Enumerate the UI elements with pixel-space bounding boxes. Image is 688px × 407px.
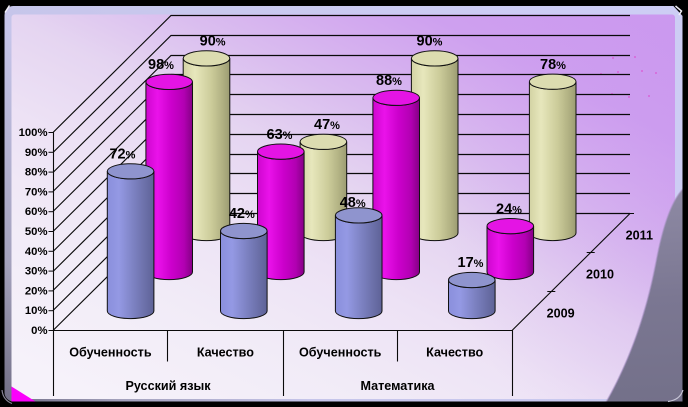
svg-text:Качество: Качество — [426, 346, 483, 360]
svg-text:Обученность: Обученность — [299, 346, 382, 360]
svg-text:60%: 60% — [25, 206, 48, 218]
svg-text:20%: 20% — [25, 285, 48, 297]
svg-text:0%: 0% — [31, 325, 47, 337]
svg-text:70%: 70% — [25, 186, 48, 198]
svg-text:Русский язык: Русский язык — [125, 379, 211, 393]
svg-text:98%: 98% — [148, 57, 174, 73]
svg-text:2011: 2011 — [626, 229, 653, 243]
svg-text:72%: 72% — [109, 147, 135, 163]
svg-text:2010: 2010 — [586, 268, 614, 282]
svg-text:80%: 80% — [25, 167, 48, 179]
svg-text:47%: 47% — [314, 117, 340, 133]
svg-text:42%: 42% — [229, 206, 255, 222]
svg-text:10%: 10% — [25, 305, 48, 317]
svg-text:24%: 24% — [496, 201, 522, 217]
svg-text:40%: 40% — [25, 246, 48, 258]
svg-text:50%: 50% — [25, 226, 48, 238]
svg-text:Обученность: Обученность — [69, 346, 152, 360]
svg-text:90%: 90% — [417, 34, 443, 50]
svg-text:90%: 90% — [200, 34, 226, 50]
svg-text:2009: 2009 — [547, 307, 575, 321]
svg-text:48%: 48% — [340, 195, 366, 211]
svg-text:90%: 90% — [25, 147, 48, 159]
svg-text:78%: 78% — [540, 57, 566, 73]
svg-text:Математика: Математика — [360, 379, 435, 393]
svg-text:30%: 30% — [25, 266, 48, 278]
svg-text:63%: 63% — [267, 127, 293, 143]
svg-text:17%: 17% — [458, 255, 484, 271]
svg-text:Качество: Качество — [197, 346, 254, 360]
svg-text:100%: 100% — [19, 127, 48, 139]
svg-text:88%: 88% — [376, 73, 402, 89]
